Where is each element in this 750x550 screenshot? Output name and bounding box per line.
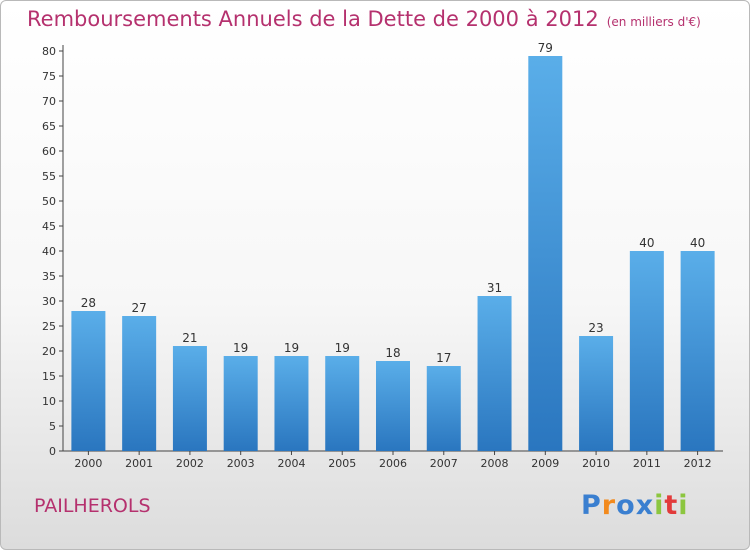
- y-tick-label: 35: [42, 270, 56, 283]
- value-label-2000: 28: [81, 296, 96, 310]
- y-tick-label: 65: [42, 120, 56, 133]
- chart-subtitle: (en milliers d'€): [606, 15, 701, 29]
- bar-2005: [325, 356, 360, 451]
- x-tick-label: 2001: [125, 457, 153, 470]
- y-tick-label: 50: [42, 195, 56, 208]
- y-tick-label: 0: [49, 445, 56, 458]
- value-label-2006: 18: [385, 346, 400, 360]
- y-tick-label: 10: [42, 395, 56, 408]
- value-label-2010: 23: [588, 321, 603, 335]
- y-axis: 0 5 10 15 20 25 30 35 40 45 50 55 60 65 70 75 80: [42, 45, 64, 458]
- y-tick-label: 60: [42, 145, 56, 158]
- logo-letter: P: [581, 490, 602, 521]
- logo-letter: o: [616, 490, 636, 521]
- value-label-2002: 21: [182, 331, 197, 345]
- y-tick-label: 20: [42, 345, 56, 358]
- x-tick-label: 2007: [430, 457, 458, 470]
- y-tick-label: 55: [42, 170, 56, 183]
- y-tick-label: 15: [42, 370, 56, 383]
- chart-title-text: Remboursements Annuels de la Dette de 20…: [27, 7, 599, 31]
- y-tick-label: 5: [49, 420, 56, 433]
- x-tick-label: 2002: [176, 457, 204, 470]
- x-tick-label: 2005: [328, 457, 356, 470]
- value-label-2004: 19: [284, 341, 299, 355]
- logo-letter: i: [678, 490, 689, 521]
- bars: [71, 56, 715, 451]
- y-tick-label: 45: [42, 220, 56, 233]
- bar-2010: [579, 336, 614, 451]
- bar-2007: [426, 366, 461, 451]
- value-label-2003: 19: [233, 341, 248, 355]
- logo-letter: x: [635, 490, 655, 521]
- y-tick-label: 30: [42, 295, 56, 308]
- y-tick-label: 75: [42, 70, 56, 83]
- x-tick-label: 2012: [684, 457, 712, 470]
- chart-title: Remboursements Annuels de la Dette de 20…: [27, 7, 701, 31]
- bar-2001: [122, 316, 157, 451]
- bar-2003: [223, 356, 258, 451]
- bar-2002: [172, 346, 207, 451]
- value-label-2005: 19: [335, 341, 350, 355]
- x-tick-label: 2008: [481, 457, 509, 470]
- bar-2011: [629, 251, 664, 451]
- logo-letter: i: [654, 490, 665, 521]
- bar-2006: [376, 361, 410, 451]
- bar-2009: [528, 56, 563, 451]
- bar-2012: [680, 251, 715, 451]
- bar-2008: [477, 296, 512, 451]
- x-tick-label: 2010: [582, 457, 610, 470]
- x-axis: 2000 2001 2002 2003 2004 2005 2006 2007 2008 2009…: [63, 450, 723, 470]
- x-tick-label: 2011: [633, 457, 661, 470]
- logo-letter: r: [601, 490, 617, 521]
- bar-2000: [71, 311, 106, 451]
- commune-name: PAILHEROLS: [34, 495, 151, 517]
- x-tick-label: 2004: [277, 457, 305, 470]
- value-label-2001: 27: [132, 301, 147, 315]
- y-tick-label: 70: [42, 95, 56, 108]
- x-tick-label: 2003: [227, 457, 255, 470]
- x-tick-label: 2009: [531, 457, 559, 470]
- x-tick-label: 2006: [379, 457, 407, 470]
- value-labels: 28 27 21 19 19 19 18 17 31 79 23 40 40: [81, 41, 706, 365]
- x-tick-label: 2000: [74, 457, 102, 470]
- value-label-2011: 40: [639, 236, 654, 250]
- logo-letter: t: [664, 490, 679, 521]
- value-label-2009: 79: [538, 41, 553, 55]
- y-tick-label: 25: [42, 320, 56, 333]
- value-label-2007: 17: [436, 351, 451, 365]
- proxiti-logo: Proxiti: [581, 490, 689, 521]
- y-tick-label: 80: [42, 45, 56, 58]
- value-label-2008: 31: [487, 281, 502, 295]
- value-label-2012: 40: [690, 236, 705, 250]
- y-tick-label: 40: [42, 245, 56, 258]
- bar-2004: [274, 356, 309, 451]
